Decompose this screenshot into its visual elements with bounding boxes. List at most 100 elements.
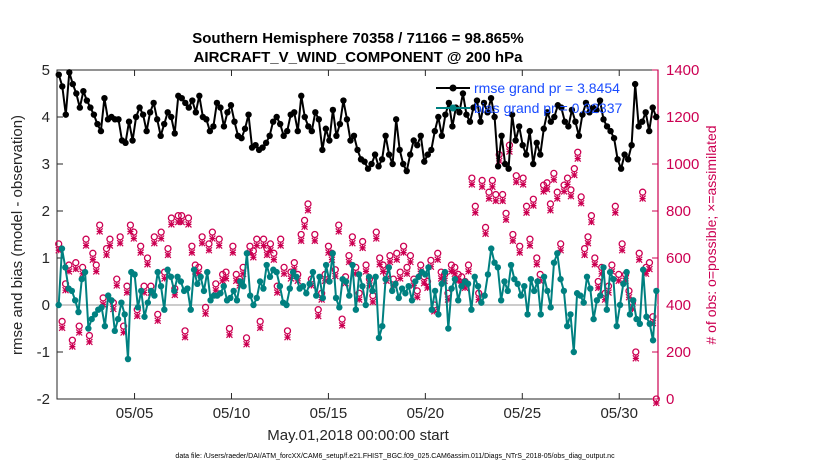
bias-point (534, 278, 541, 285)
bias-point (458, 283, 465, 290)
bias-point (636, 320, 644, 327)
obs-assimilated-point (212, 286, 220, 294)
obs-assimilated-point (297, 237, 305, 245)
obs-assimilated-point (447, 267, 455, 275)
rmse-point (512, 137, 519, 144)
obs-assimilated-point (379, 267, 387, 275)
rmse-point (189, 97, 196, 104)
obs-assimilated-point (270, 256, 278, 264)
obs-possible-point (488, 176, 497, 185)
rmse-point (494, 163, 502, 170)
obs-assimilated-point (413, 293, 421, 301)
rmse-point (168, 113, 175, 121)
bias-point (313, 292, 320, 299)
rmse-point (396, 146, 403, 154)
obs-assimilated-point (345, 258, 353, 266)
obs-assimilated-point (523, 209, 530, 217)
rmse-point (596, 97, 604, 104)
obs-possible-point (574, 148, 582, 156)
obs-assimilated-point (277, 242, 285, 249)
bias-point (237, 278, 244, 285)
bias-point (177, 278, 185, 285)
rmse-point (621, 151, 628, 158)
bias-point (98, 304, 105, 311)
rmse-point (487, 95, 495, 102)
bias-point (646, 320, 653, 327)
obs-possible-point (468, 174, 476, 182)
bias-point (428, 306, 435, 313)
obs-possible-point (143, 254, 152, 262)
rmse-point (291, 109, 298, 116)
rmse-point (515, 123, 523, 130)
obs-assimilated-point (584, 239, 592, 247)
bias-point (365, 273, 373, 280)
bias-point (58, 245, 66, 252)
rmse-point (438, 132, 446, 139)
bias-point (643, 313, 650, 320)
obs-assimilated-point (266, 246, 274, 254)
obs-possible-point (396, 268, 404, 276)
obs-possible-point (280, 263, 288, 272)
bias-point (303, 290, 310, 297)
bias-point (560, 287, 568, 295)
obs-assimilated-point (219, 277, 227, 285)
obs-possible-point (116, 233, 124, 241)
rmse-point (266, 132, 273, 139)
obs-assimilated-point (120, 329, 128, 336)
bias-point (299, 283, 307, 290)
bias-point (491, 259, 498, 266)
bias-point (200, 287, 208, 295)
rmse-point (445, 99, 453, 107)
obs-possible-point (335, 221, 343, 229)
obs-possible-point (283, 327, 292, 335)
bias-point (567, 311, 574, 318)
obs-possible-point (543, 179, 551, 187)
rmse-point (294, 127, 301, 135)
bias-point (603, 306, 611, 313)
obs-assimilated-point (239, 270, 247, 278)
obs-possible-point (464, 261, 473, 269)
bias-point (550, 259, 558, 266)
obs-assimilated-point (598, 270, 606, 278)
obs-assimilated-point (301, 223, 308, 231)
obs-assimilated-point (649, 319, 657, 327)
rmse-point (340, 97, 347, 104)
bias-point (649, 337, 657, 344)
obs-assimilated-point (198, 239, 206, 247)
obs-assimilated-point (157, 235, 165, 242)
bias-point (639, 266, 647, 273)
obs-possible-point (89, 249, 97, 257)
bias-point (402, 290, 409, 297)
rmse-point (579, 111, 586, 118)
bias-point (610, 275, 617, 283)
obs-assimilated-point (632, 354, 640, 362)
obs-possible-point (645, 259, 654, 267)
bias-point (597, 292, 604, 299)
obs-possible-point (427, 256, 435, 265)
rmse-point (196, 92, 203, 100)
rmse-point (642, 109, 649, 116)
rmse-point (540, 125, 547, 132)
obs-possible-point (225, 324, 234, 333)
obs-assimilated-point (485, 195, 493, 202)
rmse-point (217, 104, 224, 111)
rmse-point (185, 104, 192, 111)
bias-point (464, 280, 472, 288)
y-axis-label: rmse and bias (model - observation) (9, 115, 26, 355)
bias-point (194, 280, 201, 288)
rmse-point (459, 90, 467, 97)
obs-assimilated-point (113, 282, 121, 289)
obs-assimilated-point (355, 296, 363, 304)
bias-point (587, 285, 594, 292)
obs-possible-point (492, 190, 500, 199)
rmse-point (421, 158, 428, 165)
rmse-point (178, 95, 185, 102)
bias-point (111, 327, 118, 335)
obs-possible-point (502, 209, 510, 218)
bias-point (352, 306, 360, 313)
rmse-point (544, 109, 551, 116)
obs-assimilated-point (543, 185, 551, 193)
obs-assimilated-point (492, 197, 500, 205)
bias-point (613, 322, 620, 330)
rmse-point (428, 146, 435, 154)
